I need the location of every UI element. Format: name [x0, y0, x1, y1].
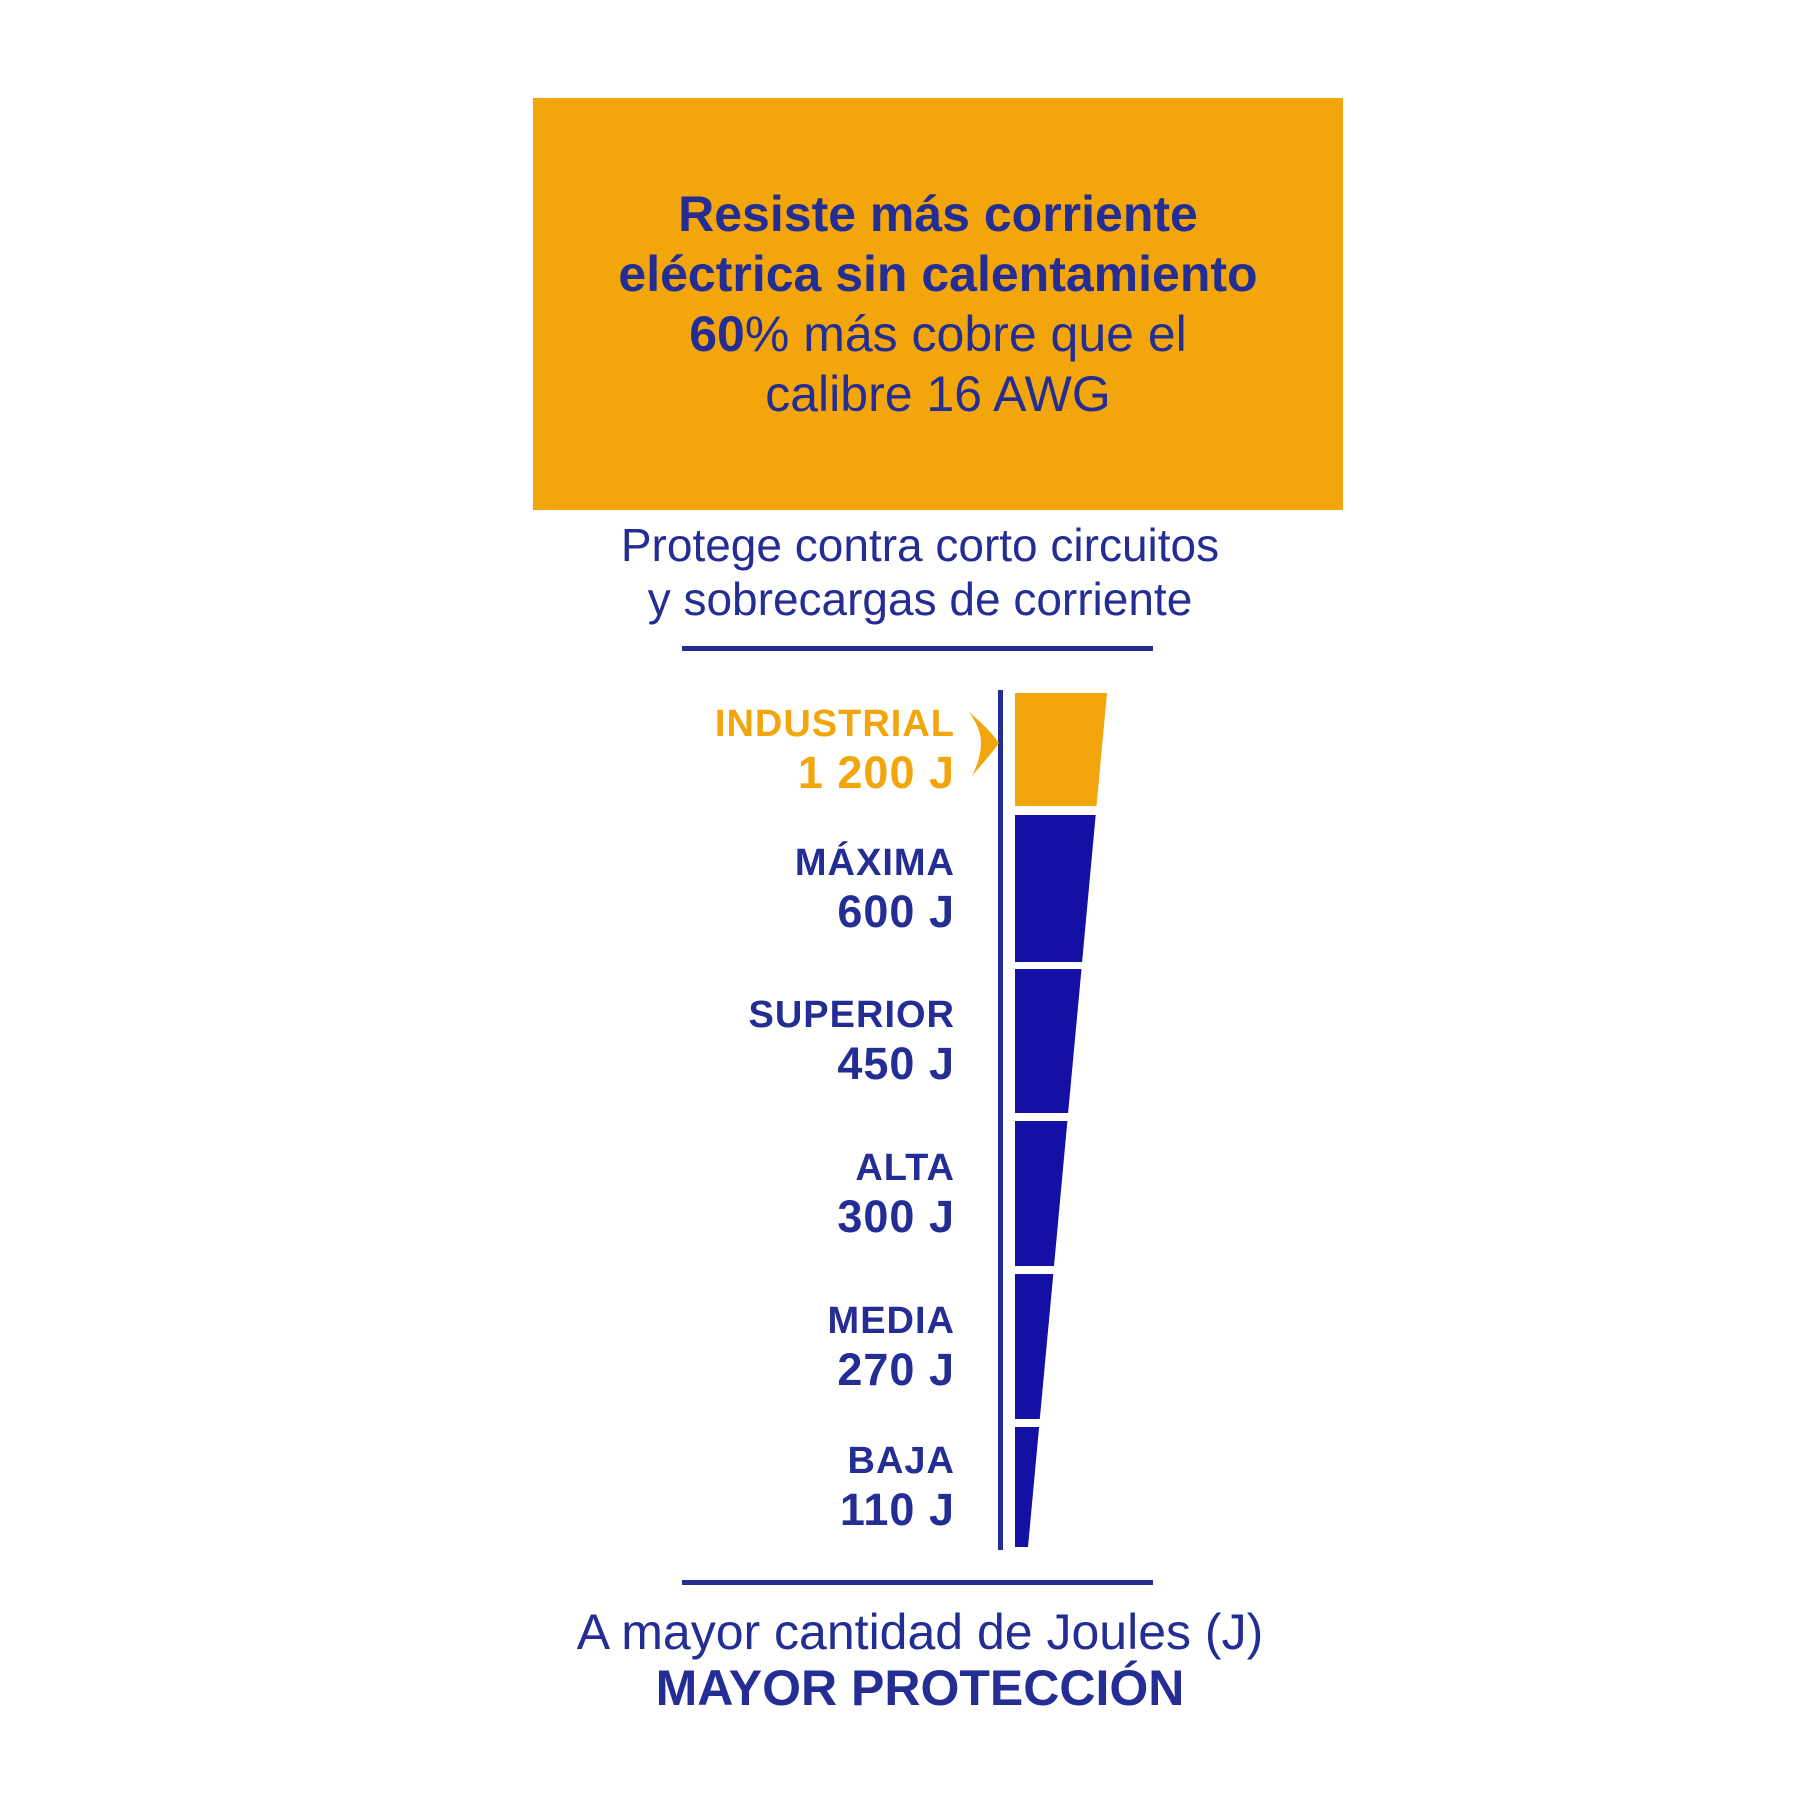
header-line-3-rest: % más cobre que el [744, 306, 1187, 362]
chart-title-line-2: y sobrecargas de corriente [647, 573, 1193, 625]
segment-value: 450 J [837, 1038, 955, 1089]
segment-label-alta: ALTA 300 J [535, 1145, 955, 1243]
header-line-2: eléctrica sin calentamiento [618, 246, 1258, 302]
chart-title: Protege contra corto circuitos y sobreca… [420, 518, 1420, 626]
segment-value: 1 200 J [797, 747, 955, 798]
segment-label-superior: SUPERIOR 450 J [535, 992, 955, 1090]
segment-name: BAJA [847, 1440, 955, 1482]
chart-caption: A mayor cantidad de Joules (J) MAYOR PRO… [420, 1604, 1420, 1716]
header-line-3: 60% más cobre que el [533, 304, 1343, 364]
header-box: Resiste más corriente eléctrica sin cale… [533, 98, 1343, 510]
header-line-1: Resiste más corriente [678, 186, 1198, 242]
funnel-segment-6 [1015, 1427, 1040, 1547]
caption-line-1: A mayor cantidad de Joules (J) [576, 1604, 1264, 1660]
chart-title-line-1: Protege contra corto circuitos [620, 519, 1220, 571]
funnel-svg [969, 690, 1107, 1550]
header-60-percent: 60 [689, 306, 745, 362]
funnel-segment-4 [1015, 1121, 1068, 1266]
segment-value: 110 J [839, 1484, 955, 1535]
segment-label-baja: BAJA 110 J [535, 1438, 955, 1536]
chart-bottom-rule [682, 1580, 1153, 1585]
segment-name: MÁXIMA [794, 842, 955, 884]
segment-value: 300 J [837, 1191, 955, 1242]
segment-label-maxima: MÁXIMA 600 J [535, 840, 955, 938]
segment-label-industrial: INDUSTRIAL 1 200 J [535, 701, 955, 799]
header-line-4: calibre 16 AWG [765, 366, 1111, 422]
funnel-segment-2 [1015, 815, 1096, 962]
segment-name: MEDIA [827, 1300, 955, 1342]
funnel-segment-5 [1015, 1274, 1054, 1419]
segment-name: SUPERIOR [748, 994, 955, 1036]
segment-name: ALTA [855, 1147, 955, 1189]
segment-name: INDUSTRIAL [714, 703, 955, 745]
segment-value: 600 J [837, 886, 955, 937]
funnel-segment-3 [1015, 969, 1082, 1113]
funnel-segment-1 [1015, 693, 1107, 806]
industrial-arrow-icon [969, 712, 999, 776]
chart-top-rule [682, 646, 1153, 651]
caption-line-2: MAYOR PROTECCIÓN [655, 1660, 1185, 1716]
segment-value: 270 J [837, 1344, 955, 1395]
segment-label-media: MEDIA 270 J [535, 1298, 955, 1396]
